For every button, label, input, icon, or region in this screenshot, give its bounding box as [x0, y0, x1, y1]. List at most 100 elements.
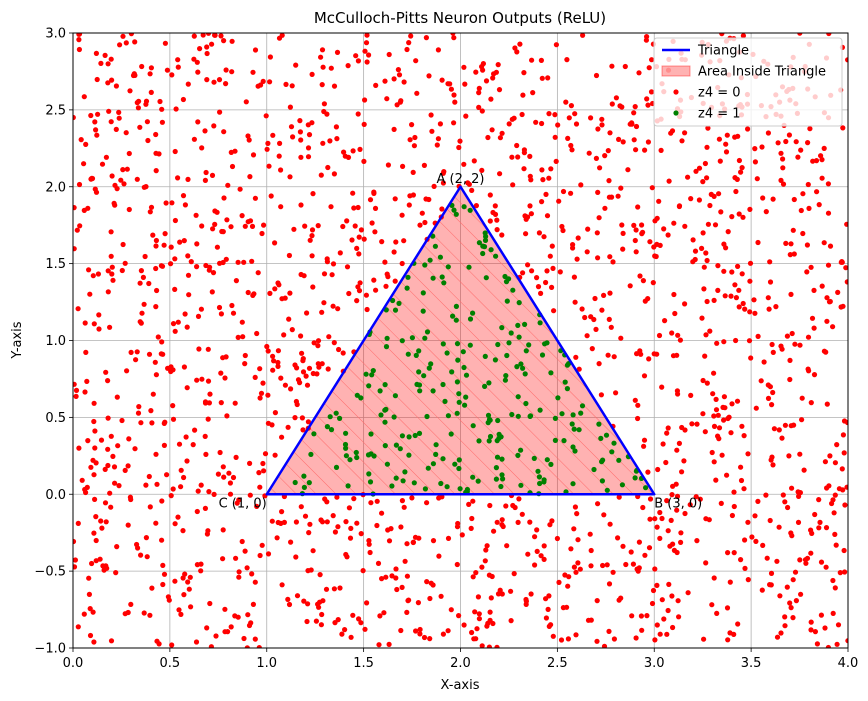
point-z4-0 [350, 190, 356, 196]
point-z4-0 [642, 552, 648, 558]
point-z4-1 [619, 482, 626, 488]
point-z4-0 [787, 600, 793, 606]
point-z4-0 [484, 623, 490, 629]
point-z4-0 [202, 177, 208, 183]
point-z4-0 [704, 298, 710, 305]
point-z4-0 [172, 521, 178, 527]
point-z4-0 [693, 494, 699, 500]
point-z4-0 [738, 557, 744, 563]
point-z4-0 [775, 140, 781, 146]
point-z4-0 [361, 236, 367, 242]
point-z4-1 [420, 308, 426, 314]
point-z4-0 [549, 518, 555, 524]
point-z4-0 [575, 235, 581, 241]
point-z4-0 [767, 582, 773, 588]
point-z4-0 [568, 190, 574, 196]
point-z4-0 [701, 636, 707, 642]
point-z4-0 [351, 205, 357, 211]
point-z4-1 [453, 317, 459, 323]
point-z4-0 [791, 196, 797, 203]
point-z4-0 [236, 569, 242, 575]
point-z4-0 [707, 202, 713, 209]
point-z4-0 [160, 351, 166, 357]
point-z4-0 [457, 138, 463, 144]
point-z4-0 [354, 520, 360, 526]
point-z4-0 [782, 422, 789, 428]
x-axis-label: X-axis [441, 678, 480, 693]
point-z4-1 [599, 478, 606, 484]
point-z4-0 [728, 430, 734, 436]
point-z4-0 [324, 259, 330, 265]
point-z4-0 [282, 382, 288, 388]
point-z4-0 [790, 577, 796, 583]
point-z4-0 [147, 71, 153, 77]
point-z4-0 [252, 195, 258, 201]
point-z4-0 [447, 81, 453, 87]
point-z4-0 [776, 524, 782, 530]
point-z4-0 [556, 198, 562, 204]
point-z4-0 [588, 547, 594, 554]
point-z4-0 [218, 311, 224, 317]
point-z4-1 [378, 412, 384, 418]
point-z4-0 [739, 423, 745, 429]
point-z4-0 [215, 471, 221, 477]
point-z4-0 [652, 516, 658, 522]
point-z4-0 [645, 139, 652, 145]
point-z4-0 [324, 519, 330, 525]
point-z4-0 [108, 253, 114, 259]
point-z4-0 [85, 438, 91, 444]
point-z4-1 [604, 487, 610, 493]
point-z4-0 [599, 116, 605, 122]
point-z4-1 [515, 394, 521, 400]
point-z4-1 [308, 451, 314, 457]
point-z4-0 [805, 334, 812, 340]
point-z4-0 [392, 196, 398, 202]
point-z4-0 [112, 202, 118, 208]
point-z4-1 [498, 434, 504, 440]
point-z4-0 [111, 464, 118, 470]
point-z4-0 [466, 181, 472, 187]
point-z4-0 [297, 380, 303, 386]
point-z4-0 [346, 290, 352, 297]
point-z4-0 [372, 205, 379, 211]
point-z4-0 [674, 352, 680, 358]
point-z4-0 [339, 631, 345, 637]
point-z4-0 [566, 574, 572, 580]
point-z4-0 [697, 496, 703, 502]
point-z4-0 [150, 391, 156, 397]
point-z4-0 [91, 400, 97, 406]
point-z4-0 [172, 578, 178, 584]
point-z4-0 [227, 480, 233, 486]
point-z4-0 [732, 282, 738, 288]
point-z4-0 [75, 624, 81, 630]
point-z4-0 [833, 542, 839, 548]
point-z4-0 [180, 528, 186, 534]
point-z4-0 [245, 133, 251, 139]
point-z4-1 [463, 394, 469, 400]
point-z4-0 [788, 241, 794, 247]
point-z4-0 [469, 629, 475, 636]
point-z4-0 [87, 291, 93, 297]
point-z4-0 [198, 306, 204, 312]
point-z4-1 [343, 445, 349, 451]
point-z4-1 [462, 402, 468, 408]
point-z4-0 [226, 470, 232, 476]
point-z4-0 [176, 607, 182, 613]
point-z4-0 [417, 631, 423, 637]
point-z4-0 [495, 591, 502, 597]
point-z4-0 [436, 495, 442, 501]
point-z4-0 [199, 145, 205, 151]
point-z4-0 [629, 613, 635, 619]
point-z4-0 [620, 230, 626, 236]
point-z4-0 [91, 418, 97, 425]
point-z4-0 [510, 182, 516, 188]
point-z4-0 [206, 267, 212, 273]
point-z4-0 [203, 262, 209, 269]
point-z4-0 [88, 112, 94, 119]
point-z4-0 [832, 531, 838, 538]
point-z4-1 [502, 273, 508, 280]
point-z4-0 [532, 534, 538, 540]
point-z4-0 [716, 425, 723, 431]
point-z4-0 [346, 505, 352, 511]
point-z4-0 [394, 586, 400, 593]
